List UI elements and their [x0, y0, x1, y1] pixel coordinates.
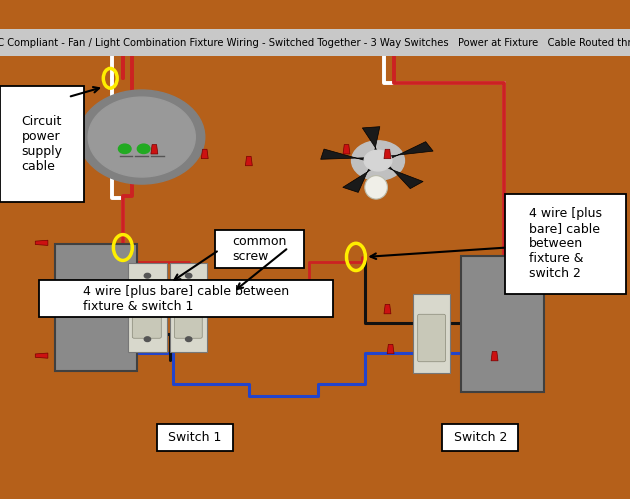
Polygon shape — [384, 304, 391, 314]
FancyBboxPatch shape — [0, 86, 84, 202]
Polygon shape — [151, 145, 158, 154]
Polygon shape — [35, 240, 48, 246]
Polygon shape — [35, 353, 48, 358]
Polygon shape — [362, 127, 380, 154]
Polygon shape — [343, 145, 350, 154]
FancyBboxPatch shape — [413, 293, 450, 373]
FancyBboxPatch shape — [170, 263, 207, 352]
Text: 2011 NEC Compliant - Fan / Light Combination Fixture Wiring - Switched Together : 2011 NEC Compliant - Fan / Light Combina… — [0, 37, 630, 47]
Polygon shape — [387, 142, 433, 159]
Circle shape — [118, 144, 131, 154]
FancyBboxPatch shape — [505, 195, 626, 293]
FancyBboxPatch shape — [128, 263, 167, 352]
Polygon shape — [321, 149, 368, 161]
Polygon shape — [491, 351, 498, 361]
Polygon shape — [384, 149, 391, 159]
Circle shape — [364, 150, 392, 171]
Circle shape — [352, 141, 404, 180]
FancyBboxPatch shape — [39, 280, 333, 317]
Circle shape — [88, 97, 195, 177]
FancyBboxPatch shape — [215, 230, 304, 268]
FancyBboxPatch shape — [132, 286, 161, 338]
Circle shape — [186, 337, 192, 341]
FancyBboxPatch shape — [55, 244, 137, 371]
Text: Switch 2: Switch 2 — [454, 431, 507, 444]
Circle shape — [137, 144, 150, 154]
Polygon shape — [387, 344, 394, 354]
Text: 4 wire [plus bare] cable between
fixture & switch 1: 4 wire [plus bare] cable between fixture… — [83, 285, 289, 313]
FancyBboxPatch shape — [461, 255, 544, 392]
FancyBboxPatch shape — [175, 286, 202, 338]
Circle shape — [186, 273, 192, 278]
FancyBboxPatch shape — [0, 29, 630, 56]
Circle shape — [144, 337, 151, 341]
Text: Circuit
power
supply
cable: Circuit power supply cable — [21, 115, 63, 173]
FancyBboxPatch shape — [157, 424, 233, 451]
Text: 4 wire [plus
bare] cable
between
fixture &
switch 2: 4 wire [plus bare] cable between fixture… — [529, 208, 602, 280]
Text: common
screw: common screw — [232, 235, 287, 262]
FancyBboxPatch shape — [442, 424, 518, 451]
Ellipse shape — [365, 176, 387, 199]
Polygon shape — [202, 149, 208, 159]
Polygon shape — [384, 164, 423, 189]
FancyBboxPatch shape — [418, 314, 445, 362]
Circle shape — [79, 90, 205, 184]
Circle shape — [144, 273, 151, 278]
Text: Switch 1: Switch 1 — [168, 431, 222, 444]
Polygon shape — [343, 166, 375, 193]
Polygon shape — [246, 156, 252, 166]
